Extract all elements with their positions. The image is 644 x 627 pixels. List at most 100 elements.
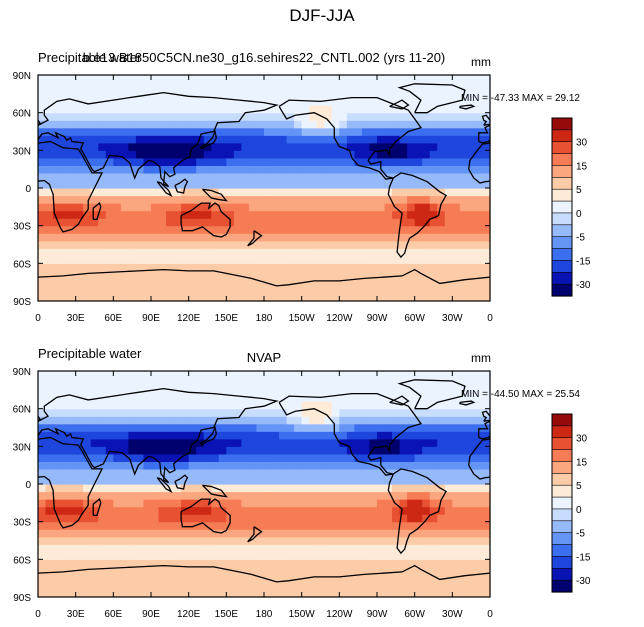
field-cell [369, 127, 378, 136]
field-cell [437, 581, 446, 591]
field-cell [392, 468, 401, 478]
field-cell [135, 536, 145, 545]
field-cell [53, 142, 62, 151]
field-cell [399, 218, 408, 227]
field-cell [181, 225, 190, 234]
field-cell [188, 423, 197, 432]
field-cell [68, 97, 77, 106]
field-cell [407, 401, 416, 410]
field-cell [316, 225, 325, 234]
field-cell [83, 446, 92, 455]
field-cell [60, 120, 69, 129]
field-cell [173, 566, 182, 575]
field-cell [264, 446, 273, 455]
field-cell [294, 210, 303, 219]
field-cell [309, 378, 318, 387]
field-cell [392, 499, 401, 508]
field-cell [414, 521, 423, 530]
field-cell [218, 559, 227, 568]
colorbar-label: -15 [576, 552, 591, 563]
field-cell [346, 529, 355, 538]
field-cell [158, 393, 167, 402]
field-cell [226, 240, 235, 249]
field-cell [173, 263, 182, 272]
field-cell [68, 82, 77, 91]
field-cell [429, 514, 438, 523]
field-cell [264, 491, 273, 500]
field-cell [286, 203, 295, 212]
field-cell [399, 105, 408, 114]
field-cell [211, 112, 220, 121]
field-cell [143, 270, 152, 279]
field-cell [233, 90, 242, 99]
field-cell [90, 127, 99, 136]
field-cell [264, 581, 273, 591]
field-cell [218, 225, 227, 234]
field-cell [120, 180, 129, 189]
field-cell [384, 581, 393, 591]
field-cell [309, 210, 318, 219]
field-cell [173, 408, 182, 417]
field-cell [158, 468, 167, 478]
field-cell [452, 90, 461, 99]
field-cell [279, 172, 288, 182]
field-cell [279, 142, 288, 151]
field-cell [444, 589, 453, 598]
field-cell [60, 240, 69, 249]
field-cell [226, 559, 235, 568]
field-cell [203, 248, 212, 257]
field-cell [392, 97, 401, 106]
field-cell [459, 484, 468, 493]
field-cell [286, 263, 295, 272]
field-cell [324, 468, 333, 478]
field-cell [158, 416, 167, 425]
field-cell [279, 97, 288, 106]
field-cell [151, 285, 160, 295]
field-cell [188, 172, 197, 182]
field-cell [233, 521, 242, 530]
field-cell [346, 393, 355, 402]
field-cell [60, 589, 69, 598]
field-cell [105, 536, 114, 545]
field-cell [309, 135, 318, 144]
field-cell [68, 150, 77, 159]
field-cell [203, 180, 212, 189]
field-cell [211, 544, 220, 553]
coastline-uk-wrap [481, 114, 490, 126]
field-cell [437, 127, 446, 136]
field-cell [407, 581, 416, 591]
field-cell [294, 536, 303, 545]
field-cell [264, 559, 273, 568]
field-cell [218, 270, 227, 279]
field-cell [429, 218, 438, 227]
field-cell [128, 195, 137, 204]
field-cell [369, 97, 378, 106]
field-cell [482, 112, 491, 121]
field-cell [474, 127, 484, 136]
field-cell [316, 255, 325, 264]
field-cell [233, 544, 242, 553]
field-cell [241, 476, 250, 485]
field-cell [474, 90, 484, 99]
field-cell [196, 97, 205, 106]
field-cell [181, 263, 190, 272]
field-cell [407, 255, 416, 264]
field-cell [211, 529, 220, 538]
field-cell [135, 529, 145, 538]
field-cell [166, 270, 175, 279]
field-cell [279, 210, 288, 219]
field-cell [53, 157, 62, 166]
field-cell [414, 566, 423, 575]
field-cell [248, 195, 258, 204]
field-cell [83, 120, 92, 129]
field-cell [196, 225, 205, 234]
field-cell [474, 82, 484, 91]
field-cell [53, 240, 62, 249]
field-cell [467, 574, 476, 583]
field-cell [294, 521, 303, 530]
field-cell [166, 97, 175, 106]
field-cell [474, 529, 484, 538]
field-cell [369, 112, 378, 121]
field-cell [60, 82, 69, 91]
